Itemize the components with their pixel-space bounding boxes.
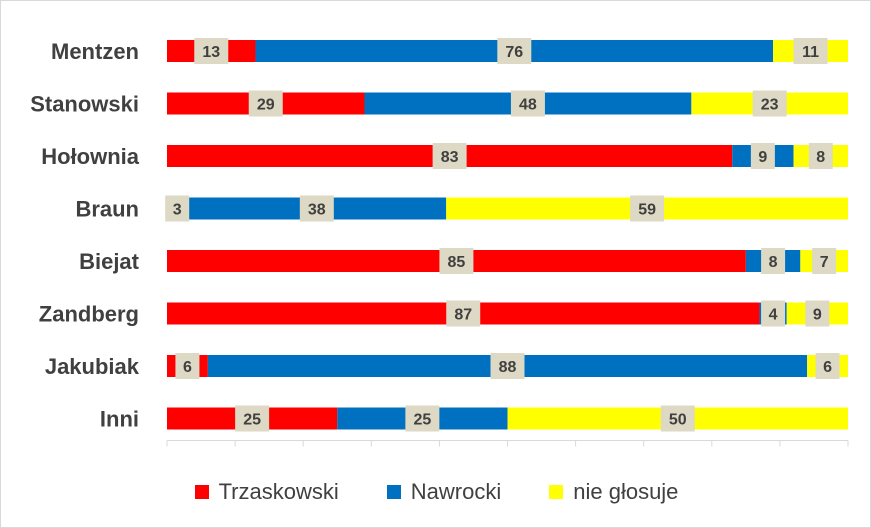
legend-swatch-nie-glosuje xyxy=(549,485,564,499)
data-label-bg xyxy=(235,405,270,432)
data-label-trzaskowski-biejat: 85 xyxy=(448,254,466,271)
data-label-nie-glosuje-zandberg: 9 xyxy=(813,307,822,324)
category-label-braun: Braun xyxy=(75,197,139,222)
legend-label-nawrocki: Nawrocki xyxy=(410,479,502,504)
data-label-trzaskowski-braun: 3 xyxy=(173,202,182,219)
category-label-zandberg: Zandberg xyxy=(39,302,139,327)
data-label-trzaskowski-mentzen: 13 xyxy=(202,44,220,61)
data-label-bg xyxy=(299,195,334,222)
data-label-trzaskowski-zandberg: 87 xyxy=(454,307,472,324)
legend-item-nawrocki: Nawrocki xyxy=(386,479,502,505)
data-label-nawrocki-inni: 25 xyxy=(413,412,431,429)
data-label-bg xyxy=(630,195,665,222)
data-label-nawrocki-zandberg: 4 xyxy=(769,307,778,324)
legend-label-trzaskowski: Trzaskowski xyxy=(218,479,339,504)
data-label-bg xyxy=(815,353,840,379)
data-label-bg xyxy=(510,90,545,117)
data-label-bg xyxy=(805,300,830,327)
data-label-nawrocki-mentzen: 76 xyxy=(505,44,523,61)
data-label-bg xyxy=(175,353,200,379)
data-label-nie-glosuje-inni: 50 xyxy=(669,412,687,429)
data-label-nawrocki-biejat: 8 xyxy=(769,254,778,271)
data-label-nie-glosuje-braun: 59 xyxy=(638,202,656,219)
category-label-mentzen: Mentzen xyxy=(51,39,139,64)
data-label-bg xyxy=(812,248,837,274)
category-label-holownia: Hołownia xyxy=(41,144,140,169)
data-label-bg xyxy=(761,248,786,274)
data-label-bg xyxy=(165,195,190,222)
data-label-nie-glosuje-jakubiak: 6 xyxy=(823,359,832,376)
data-label-bg xyxy=(497,38,532,64)
data-label-bg xyxy=(752,90,787,117)
data-label-bg xyxy=(405,405,440,432)
data-label-bg xyxy=(761,300,786,327)
data-label-bg xyxy=(194,38,229,64)
data-label-nie-glosuje-biejat: 7 xyxy=(820,254,829,271)
data-label-bg xyxy=(808,143,833,169)
data-label-nie-glosuje-mentzen: 11 xyxy=(802,44,819,61)
data-label-nawrocki-holownia: 9 xyxy=(758,149,767,166)
data-label-trzaskowski-inni: 25 xyxy=(243,412,261,429)
data-label-bg xyxy=(432,143,467,169)
data-label-nawrocki-stanowski: 48 xyxy=(519,97,537,114)
category-label-jakubiak: Jakubiak xyxy=(45,354,140,379)
legend-label-nie-glosuje: nie głosuje xyxy=(573,479,679,504)
legend-swatch-trzaskowski xyxy=(194,485,209,499)
data-label-nawrocki-braun: 38 xyxy=(308,202,326,219)
data-label-trzaskowski-stanowski: 29 xyxy=(257,97,275,114)
data-label-bg xyxy=(660,405,695,432)
data-label-bg xyxy=(248,90,283,117)
data-label-trzaskowski-jakubiak: 6 xyxy=(183,359,192,376)
data-label-nawrocki-jakubiak: 88 xyxy=(499,359,517,376)
data-label-nie-glosuje-holownia: 8 xyxy=(816,149,825,166)
data-label-bg xyxy=(446,300,481,327)
category-label-inni: Inni xyxy=(100,407,139,432)
data-label-bg xyxy=(490,353,525,379)
data-label-bg xyxy=(750,143,775,169)
data-label-nie-glosuje-stanowski: 23 xyxy=(761,97,779,114)
legend-item-nie-glosuje: nie głosuje xyxy=(549,479,678,505)
category-label-biejat: Biejat xyxy=(79,249,140,274)
legend: Trzaskowski Nawrocki nie głosuje xyxy=(1,477,871,507)
category-label-stanowski: Stanowski xyxy=(30,92,139,117)
data-label-trzaskowski-holownia: 83 xyxy=(441,149,459,166)
legend-swatch-nawrocki xyxy=(386,485,401,499)
legend-item-trzaskowski: Trzaskowski xyxy=(194,479,339,505)
data-label-bg xyxy=(439,248,474,274)
data-label-bg xyxy=(793,38,828,64)
